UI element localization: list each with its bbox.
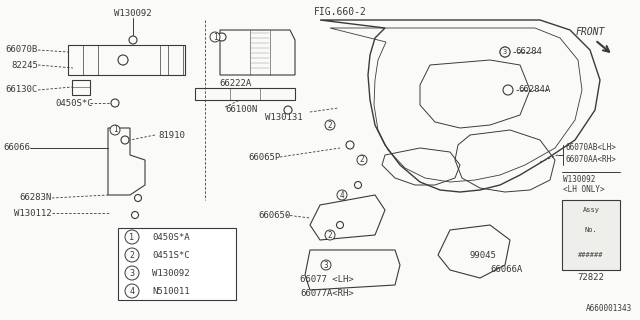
Text: 66130C: 66130C [6,85,38,94]
Text: 66077 <LH>: 66077 <LH> [300,276,354,284]
Text: 66100N: 66100N [225,106,257,115]
Text: 2: 2 [360,156,364,164]
Text: ######: ###### [579,252,604,258]
Circle shape [131,212,138,219]
Circle shape [503,85,513,95]
Circle shape [325,230,335,240]
Circle shape [355,181,362,188]
Circle shape [357,155,367,165]
Circle shape [134,195,141,202]
Circle shape [218,33,226,41]
Text: W130092: W130092 [114,9,152,18]
Circle shape [118,55,128,65]
Circle shape [500,47,510,57]
Text: 66283N: 66283N [20,194,52,203]
Circle shape [129,36,137,44]
Text: 4: 4 [340,190,344,199]
Text: 1: 1 [129,233,134,242]
Text: 66066A: 66066A [490,266,522,275]
Circle shape [125,248,139,262]
Text: 99045: 99045 [470,251,497,260]
Text: 66222A: 66222A [219,78,251,87]
Text: 66077A<RH>: 66077A<RH> [300,289,354,298]
Text: 1: 1 [212,33,218,42]
Text: 2: 2 [328,121,332,130]
Circle shape [337,190,347,200]
Polygon shape [562,200,620,270]
Text: 1: 1 [113,125,117,134]
Text: 3: 3 [503,49,507,55]
Text: <LH ONLY>: <LH ONLY> [563,186,605,195]
Circle shape [325,120,335,130]
Circle shape [125,230,139,244]
Text: W130092: W130092 [563,175,595,185]
Text: W130112: W130112 [14,209,52,218]
Circle shape [125,266,139,280]
Text: A660001343: A660001343 [586,304,632,313]
Circle shape [125,284,139,298]
Text: 660650: 660650 [258,211,291,220]
Circle shape [110,125,120,135]
Text: 66070AB<LH>: 66070AB<LH> [565,143,616,153]
Text: W130131: W130131 [265,114,303,123]
Text: 3: 3 [324,260,328,269]
Text: 66070B: 66070B [6,45,38,54]
Circle shape [337,221,344,228]
Text: Assy: Assy [582,207,600,213]
Circle shape [284,106,292,114]
Circle shape [500,47,510,57]
Text: 66070AA<RH>: 66070AA<RH> [565,156,616,164]
Circle shape [346,141,354,149]
Text: 4: 4 [129,286,134,295]
Text: 66284: 66284 [515,47,542,57]
Text: 2: 2 [328,230,332,239]
Text: 66066: 66066 [3,143,30,153]
Text: N510011: N510011 [152,286,189,295]
Text: FRONT: FRONT [575,27,605,37]
Circle shape [111,99,119,107]
Circle shape [321,260,331,270]
Text: 0450S*C: 0450S*C [55,99,93,108]
Text: 3: 3 [129,268,134,277]
Text: 0450S*A: 0450S*A [152,233,189,242]
Text: 2: 2 [129,251,134,260]
Circle shape [210,32,220,42]
Polygon shape [118,228,236,300]
Text: 72822: 72822 [577,274,604,283]
Text: 82245: 82245 [11,60,38,69]
Text: 81910: 81910 [158,131,185,140]
Text: No.: No. [584,227,597,233]
Circle shape [121,136,129,144]
Text: FIG.660-2: FIG.660-2 [314,7,367,17]
Text: 0451S*C: 0451S*C [152,251,189,260]
Text: 66284A: 66284A [518,85,550,94]
Text: 66065P: 66065P [248,153,280,162]
Text: W130092: W130092 [152,268,189,277]
